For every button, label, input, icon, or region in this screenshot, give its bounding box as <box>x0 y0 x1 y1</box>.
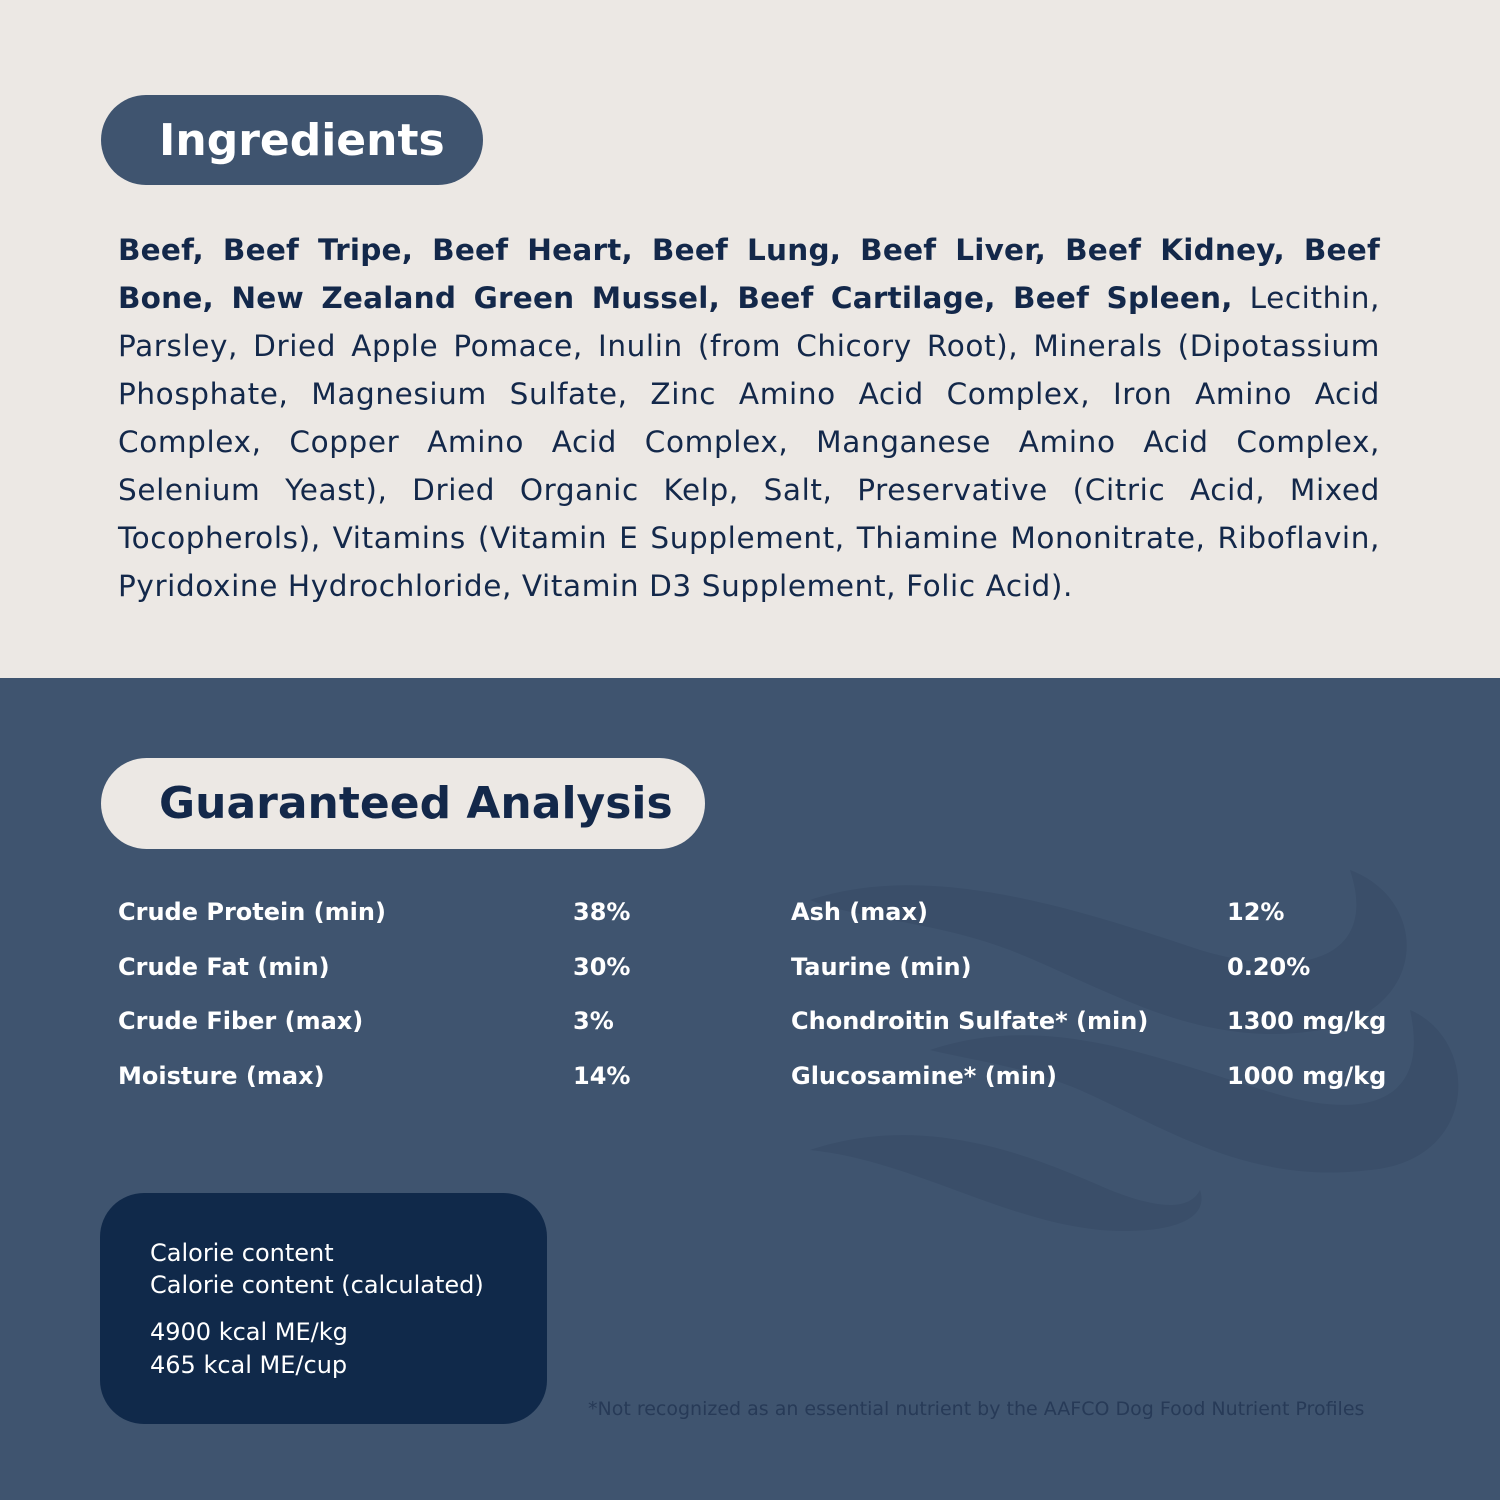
calorie-per-cup: 465 kcal ME/cup <box>150 1351 348 1379</box>
calorie-per-kg: 4900 kcal ME/kg <box>150 1318 348 1346</box>
ingredients-bold: Beef, Beef Tripe, Beef Heart, Beef Lung,… <box>118 233 1380 315</box>
analysis-label: Taurine (min) <box>791 952 972 981</box>
analysis-label: Crude Protein (min) <box>118 898 386 926</box>
calorie-label: Calorie content <box>150 1239 334 1267</box>
analysis-label: Moisture (max) <box>118 1061 325 1090</box>
analysis-value: 14% <box>573 1061 631 1090</box>
ingredients-regular: Lecithin, Parsley, Dried Apple Pomace, I… <box>118 281 1380 603</box>
ingredients-heading: Ingredients <box>101 95 483 185</box>
analysis-value: 1000 mg/kg <box>1227 1061 1387 1090</box>
analysis-value: 12% <box>1227 898 1285 926</box>
footnote: *Not recognized as an essential nutrient… <box>588 1398 1365 1420</box>
analysis-heading: Guaranteed Analysis <box>101 758 705 849</box>
analysis-value: 1300 mg/kg <box>1227 1007 1387 1035</box>
analysis-value: 30% <box>573 952 631 981</box>
ingredients-list: Beef, Beef Tripe, Beef Heart, Beef Lung,… <box>118 226 1380 610</box>
analysis-label: Crude Fiber (max) <box>118 1007 364 1035</box>
calorie-calculated-label: Calorie content (calculated) <box>150 1271 484 1299</box>
analysis-label: Crude Fat (min) <box>118 952 330 981</box>
analysis-label: Ash (max) <box>791 898 928 926</box>
analysis-label: Glucosamine* (min) <box>791 1061 1057 1090</box>
calorie-box: Calorie content Calorie content (calcula… <box>100 1193 547 1424</box>
analysis-value: 0.20% <box>1227 952 1311 981</box>
analysis-value: 3% <box>573 1007 614 1035</box>
analysis-value: 38% <box>573 898 631 926</box>
wave-watermark-icon <box>810 870 1459 1231</box>
analysis-label: Chondroitin Sulfate* (min) <box>791 1007 1149 1035</box>
